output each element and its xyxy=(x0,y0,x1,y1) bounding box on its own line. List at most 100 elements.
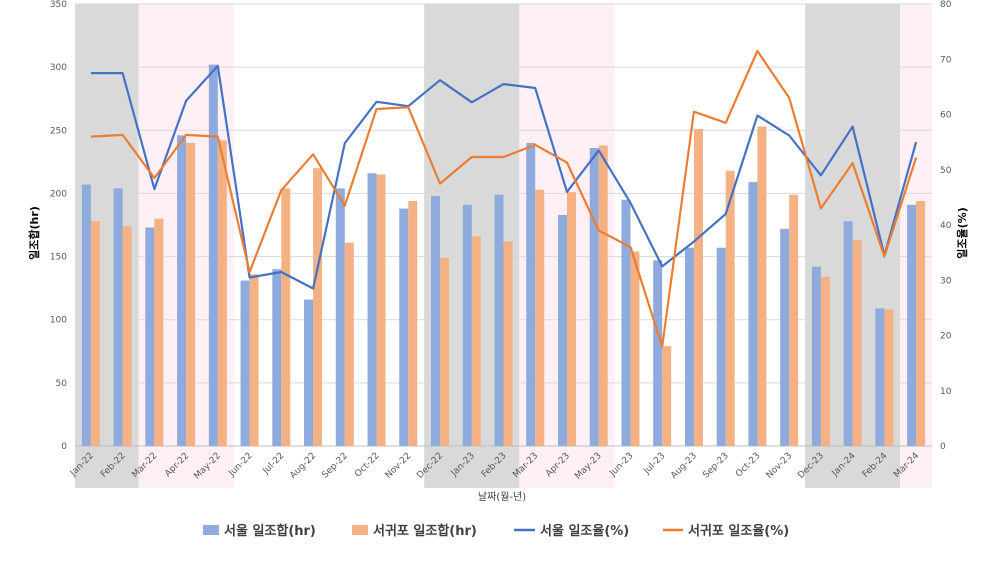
bar-seogwipo-Apr-23 xyxy=(566,192,576,446)
x-tick-label: Nov-23 xyxy=(765,451,795,481)
bar-seogwipo-Sep-22 xyxy=(344,242,354,446)
y-tick-label: 200 xyxy=(50,189,67,199)
bar-seoul-Nov-23 xyxy=(780,228,790,446)
bar-seogwipo-Jun-22 xyxy=(249,274,259,446)
x-tick-label: Nov-22 xyxy=(384,451,414,481)
bar-seoul-Mar-24 xyxy=(907,204,917,446)
bar-seoul-Feb-24 xyxy=(875,308,885,446)
legend-swatch-seoul-hours xyxy=(203,525,219,535)
y-axis-title: 일조합(hr) xyxy=(27,206,41,260)
y2-tick-label: 20 xyxy=(940,332,952,342)
x-tick-label: Sep-22 xyxy=(320,451,349,480)
bar-seoul-Feb-22 xyxy=(113,188,123,446)
y-tick-label: 0 xyxy=(61,442,67,452)
bar-seoul-Feb-23 xyxy=(494,194,504,446)
legend-label-seoul-hours: 서울 일조합(hr) xyxy=(224,523,316,539)
y-tick-label: 50 xyxy=(56,379,68,389)
bar-seoul-Oct-22 xyxy=(367,173,377,447)
line-seogwipo-rate xyxy=(90,49,918,348)
legend-label-seoul-rate: 서울 일조율(%) xyxy=(540,523,629,539)
bar-seoul-Jul-22 xyxy=(272,269,282,446)
bar-seogwipo-Nov-22 xyxy=(408,201,418,446)
bar-seoul-Apr-22 xyxy=(177,135,187,446)
bar-seogwipo-Aug-23 xyxy=(693,129,703,446)
bar-seoul-Nov-22 xyxy=(399,208,409,446)
legend-item-seoul-rate: 서울 일조율(%) xyxy=(514,523,629,539)
bar-seoul-May-22 xyxy=(208,64,218,447)
x-axis-title: 날짜(월-년) xyxy=(478,491,526,503)
bar-seogwipo-Oct-22 xyxy=(376,174,386,446)
bar-seoul-Mar-23 xyxy=(526,142,536,446)
bar-seoul-Jul-23 xyxy=(653,260,663,446)
bar-seoul-May-23 xyxy=(589,147,599,447)
y2-tick-label: 0 xyxy=(940,442,946,452)
bar-seoul-Sep-23 xyxy=(716,247,726,446)
bar-seogwipo-Jan-24 xyxy=(852,240,862,446)
bar-seoul-Dec-23 xyxy=(811,266,821,446)
x-tick-label: Jul-23 xyxy=(641,451,667,477)
y-tick-label: 100 xyxy=(50,316,67,326)
bar-seoul-Jan-23 xyxy=(462,204,472,446)
x-tick-label: Jul-22 xyxy=(261,451,287,477)
bar-seoul-Mar-22 xyxy=(145,227,155,446)
y2-axis-title: 일조율(%) xyxy=(955,207,969,258)
bar-seogwipo-Mar-22 xyxy=(154,218,164,446)
bar-seoul-Sep-22 xyxy=(335,188,345,446)
bar-seogwipo-Oct-23 xyxy=(757,126,767,447)
y-axis-left-ticks: 0 50 100 150 200 250 300 350 xyxy=(50,0,67,452)
legend-item-seoul-hours: 서울 일조합(hr) xyxy=(203,523,316,539)
y2-tick-label: 10 xyxy=(940,387,952,397)
bar-seogwipo-Dec-23 xyxy=(820,276,830,446)
bar-seogwipo-Aug-22 xyxy=(313,168,323,446)
bar-seoul-Jan-22 xyxy=(81,184,91,447)
bar-seogwipo-May-22 xyxy=(217,140,227,447)
bar-seogwipo-Feb-23 xyxy=(503,241,513,446)
bar-seogwipo-Feb-24 xyxy=(884,309,894,446)
bar-seogwipo-Dec-22 xyxy=(440,257,450,446)
x-tick-label: Oct-23 xyxy=(734,451,762,479)
legend-swatch-seogwipo-hours xyxy=(352,525,368,535)
bar-seoul-Apr-23 xyxy=(557,214,567,446)
bar-seoul-Aug-23 xyxy=(684,247,694,446)
y-tick-label: 250 xyxy=(50,126,67,136)
bar-seoul-Jan-24 xyxy=(843,221,853,446)
bar-seoul-Dec-22 xyxy=(431,195,441,446)
y2-tick-label: 60 xyxy=(940,111,952,121)
bar-seogwipo-Mar-23 xyxy=(535,189,545,446)
bar-seogwipo-May-23 xyxy=(598,145,608,446)
bar-seoul-Jun-23 xyxy=(621,199,631,446)
y-tick-label: 300 xyxy=(50,63,67,73)
line-series xyxy=(90,49,918,348)
legend: 서울 일조합(hr) 서귀포 일조합(hr) 서울 일조율(%) 서귀포 일조율… xyxy=(203,523,789,539)
y2-tick-label: 80 xyxy=(940,0,952,10)
x-tick-label: Oct-22 xyxy=(353,451,381,479)
bar-seoul-Aug-22 xyxy=(304,299,314,446)
y-tick-label: 150 xyxy=(50,253,67,263)
bar-seogwipo-Apr-22 xyxy=(186,142,196,446)
bar-seogwipo-Mar-24 xyxy=(916,201,926,446)
legend-label-seogwipo-hours: 서귀포 일조합(hr) xyxy=(373,523,477,539)
x-tick-label: Sep-23 xyxy=(701,451,730,480)
bar-seogwipo-Feb-22 xyxy=(122,226,132,446)
bar-seogwipo-Sep-23 xyxy=(725,170,735,446)
y-axis-right-ticks: 0 10 20 30 40 50 60 70 80 xyxy=(940,0,952,452)
y2-tick-label: 30 xyxy=(940,276,952,286)
bar-seogwipo-Jan-22 xyxy=(90,221,100,446)
y2-tick-label: 50 xyxy=(940,166,952,176)
bar-series xyxy=(81,64,926,447)
y2-tick-label: 40 xyxy=(940,221,952,231)
bar-seogwipo-Nov-23 xyxy=(789,194,799,446)
line-seoul-rate xyxy=(90,64,918,290)
y-tick-label: 350 xyxy=(50,0,67,10)
x-tick-label: Aug-23 xyxy=(669,451,699,481)
y2-tick-label: 70 xyxy=(940,55,952,65)
legend-label-seogwipo-rate: 서귀포 일조율(%) xyxy=(688,523,789,539)
bar-seogwipo-Jun-23 xyxy=(630,251,640,446)
bar-seogwipo-Jul-22 xyxy=(281,188,291,446)
bar-seoul-Oct-23 xyxy=(748,182,758,446)
legend-item-seogwipo-rate: 서귀포 일조율(%) xyxy=(663,523,789,539)
bar-seoul-Jun-22 xyxy=(240,280,250,446)
legend-item-seogwipo-hours: 서귀포 일조합(hr) xyxy=(352,523,477,539)
x-tick-label: Aug-22 xyxy=(288,451,318,481)
